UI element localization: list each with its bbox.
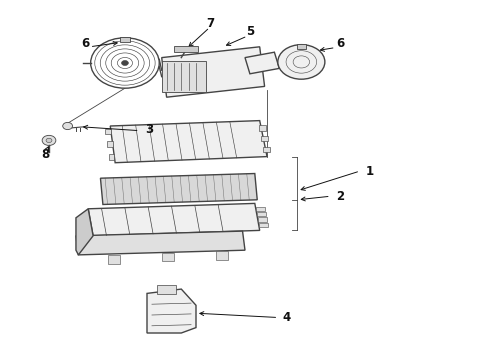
Bar [263,147,270,152]
Bar [105,129,111,134]
Polygon shape [76,231,245,255]
Bar [257,212,266,216]
Text: 5: 5 [246,25,254,38]
Bar [174,46,198,52]
Bar [162,61,206,92]
Circle shape [91,38,159,88]
Polygon shape [110,121,267,163]
Bar [256,207,265,211]
Bar [261,136,269,141]
Bar [259,125,266,131]
Polygon shape [162,47,265,97]
Text: 4: 4 [283,311,291,324]
Polygon shape [147,289,196,333]
Circle shape [278,45,325,79]
Polygon shape [245,52,279,74]
Circle shape [46,138,52,143]
Bar [157,285,176,294]
Polygon shape [76,209,93,255]
Bar [108,154,114,160]
Text: 8: 8 [41,148,49,161]
Bar [108,255,120,264]
Circle shape [122,60,128,66]
Bar [107,141,113,147]
Circle shape [63,122,73,130]
Text: 7: 7 [207,17,215,30]
Bar [216,251,228,260]
Circle shape [42,135,56,145]
Bar [297,44,306,49]
Bar [259,223,268,227]
Text: 6: 6 [82,37,90,50]
Text: 3: 3 [146,123,153,136]
Polygon shape [120,37,130,42]
Polygon shape [100,174,257,204]
Text: 1: 1 [366,165,374,177]
Bar [162,253,174,261]
Polygon shape [88,203,260,236]
Text: 6: 6 [337,37,344,50]
Text: 2: 2 [337,190,344,203]
Bar [258,217,267,222]
